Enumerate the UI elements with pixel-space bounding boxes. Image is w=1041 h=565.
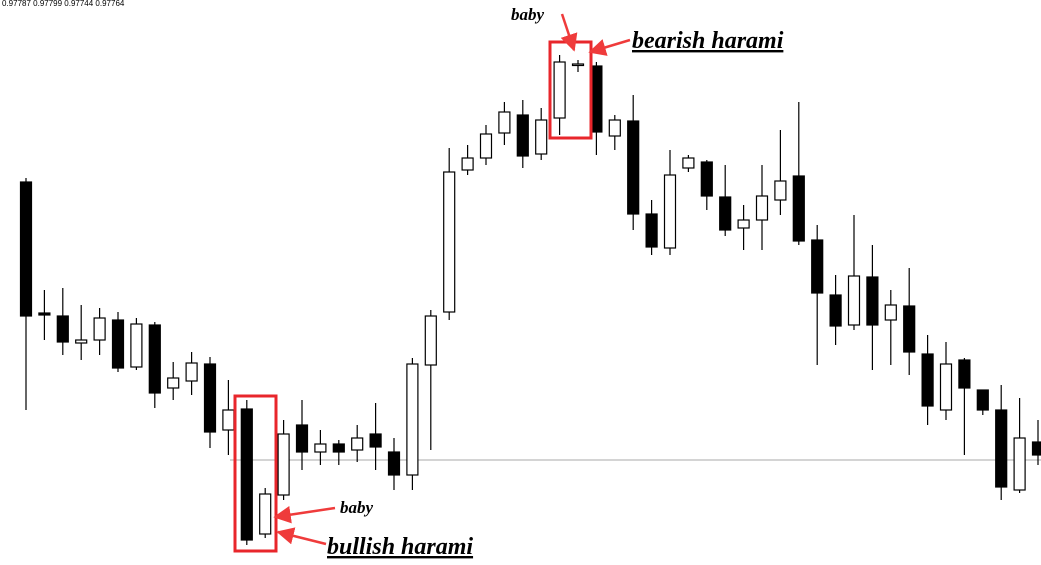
bullish-body: [185, 362, 198, 382]
bearish-body: [387, 451, 401, 476]
bullish-body: [461, 157, 474, 171]
bullish-body: [535, 119, 548, 155]
bearish-body: [811, 239, 824, 294]
bullish-body: [130, 323, 143, 368]
bearish-body: [792, 175, 805, 242]
bullish-body: [755, 195, 769, 221]
annotation: bearish harami: [632, 28, 784, 54]
bullish-body: [93, 317, 106, 341]
annotation: bullish harami: [327, 534, 473, 560]
bullish-body: [406, 363, 419, 476]
bearish-body: [995, 409, 1008, 488]
bullish-body: [939, 363, 953, 411]
bearish-body: [240, 408, 253, 541]
bullish-body: [682, 157, 695, 169]
bearish-body: [866, 276, 879, 326]
bearish-body: [645, 213, 658, 248]
bearish-body: [203, 363, 217, 433]
bearish-body: [700, 161, 713, 197]
bullish-body: [222, 409, 235, 431]
bearish-body: [958, 359, 971, 389]
bearish-body: [903, 305, 916, 353]
bullish-body: [479, 133, 493, 159]
ohlc-header: 0.97787 0.97799 0.97744 0.97764: [2, 0, 125, 8]
bearish-body: [829, 294, 842, 327]
annotation: baby: [340, 498, 374, 517]
bearish-body: [148, 324, 161, 394]
bullish-body: [847, 275, 861, 326]
bearish-body: [295, 424, 309, 453]
annotation: baby: [511, 5, 545, 24]
bearish-body: [627, 120, 640, 215]
arrow: [560, 13, 578, 52]
bearish-body: [516, 114, 529, 157]
bullish-body: [774, 180, 787, 201]
bullish-body: [884, 304, 897, 321]
bullish-body: [314, 443, 327, 453]
bullish-body: [553, 61, 566, 119]
bearish-body: [19, 181, 33, 317]
arrow: [588, 38, 631, 56]
highlight-box: [233, 394, 278, 553]
bullish-body: [663, 174, 677, 249]
bullish-body: [167, 377, 180, 389]
candles: [19, 55, 1041, 545]
bullish-body: [259, 493, 272, 535]
arrow: [273, 506, 336, 524]
bearish-body: [590, 65, 603, 133]
bullish-body: [75, 339, 88, 344]
bullish-body: [737, 219, 750, 229]
bullish-body: [1013, 437, 1026, 491]
bearish-body: [56, 315, 69, 343]
bullish-body: [424, 315, 437, 366]
bullish-body: [351, 437, 364, 451]
bearish-body: [111, 319, 125, 369]
bullish-body: [277, 433, 290, 496]
bullish-body: [571, 63, 585, 67]
bearish-body: [719, 196, 732, 231]
bearish-body: [332, 443, 345, 453]
bearish-body: [921, 353, 934, 407]
bullish-body: [608, 119, 621, 137]
bullish-body: [498, 111, 511, 134]
bearish-body: [369, 433, 382, 448]
bearish-body: [38, 312, 51, 316]
bearish-body: [976, 389, 989, 411]
bullish-body: [443, 171, 456, 313]
arrow: [276, 527, 327, 546]
bearish-body: [1031, 441, 1041, 456]
